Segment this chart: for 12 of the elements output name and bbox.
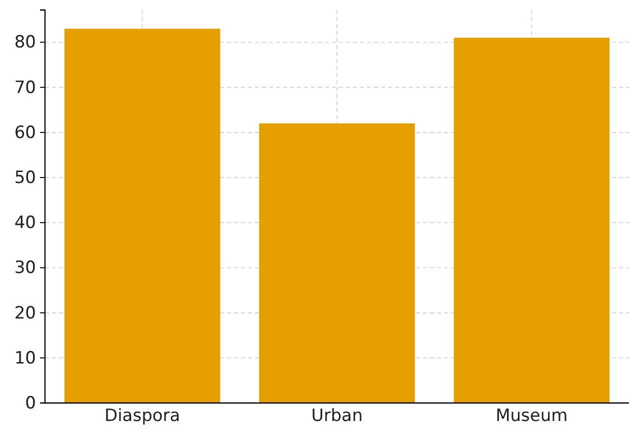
x-tick-label: Diaspora	[104, 406, 180, 426]
y-tick-label: 50	[14, 168, 36, 188]
x-tick-label: Museum	[496, 406, 568, 426]
y-tick-label: 10	[14, 348, 36, 368]
y-tick-label: 40	[14, 213, 36, 234]
y-tick-label: 20	[14, 303, 36, 324]
y-tick-label: 70	[14, 78, 36, 98]
y-tick-label: 60	[14, 122, 36, 143]
y-tick-label: 80	[14, 32, 36, 53]
y-tick-label: 0	[25, 393, 36, 414]
y-tick-label: 30	[14, 258, 36, 278]
x-tick-label: Urban	[311, 406, 363, 426]
